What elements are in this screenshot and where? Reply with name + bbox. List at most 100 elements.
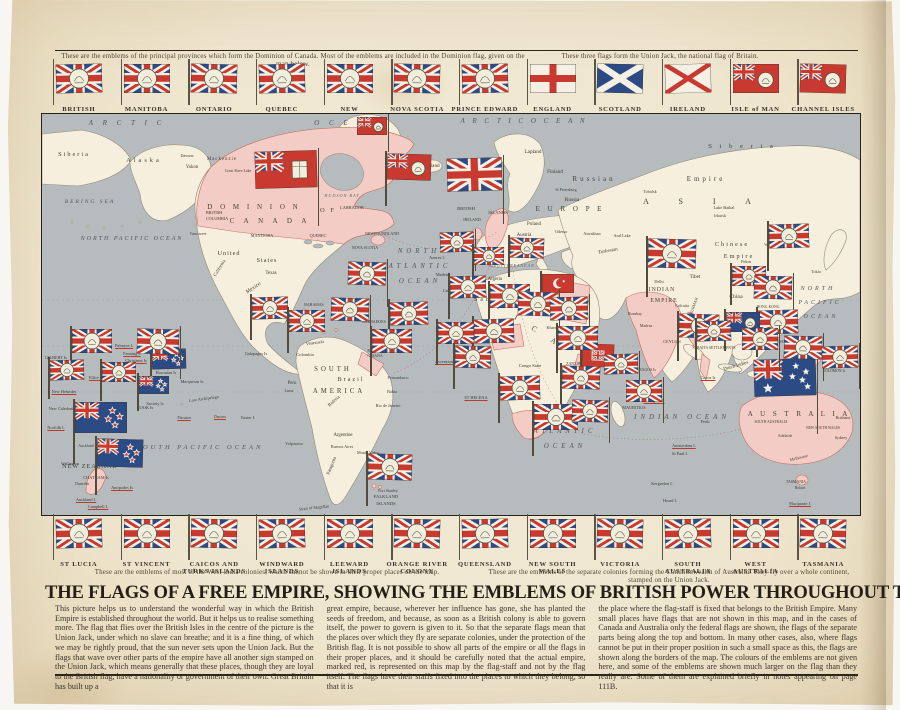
map-label: NORTH [397,248,441,255]
prince-edward-island-flag [458,59,509,105]
map-label: New Caledonia [48,406,76,411]
map-label: Khartoum [546,325,564,330]
map-label: Pekin [741,259,751,264]
map-label: ST HELENA [464,395,488,400]
flag-label: MANITOBA [124,106,169,113]
new-brunswick-flag [323,59,373,105]
bermuda-flag [347,259,388,308]
map-label: Poland [527,222,541,227]
flag-pole [526,514,529,560]
flag-label: WINDWARD ISLANDS [259,561,305,576]
flag-pole [508,235,510,277]
map-label: Tibet [689,274,701,280]
flag-pole [797,59,799,105]
flag-pole [729,59,732,105]
map-label: EMPIRE [650,298,678,304]
colony-flag [448,273,487,320]
map-label: Ellice Is [88,375,104,380]
map-label: STRAITS SETTLEMENTS [692,346,736,350]
map-label: PACIFIC [798,300,842,306]
map-label: TASMANIA [785,480,807,484]
map-label: ISLANDS [376,501,396,506]
map-label: E U R O P E [535,205,605,213]
flag-cell-st-vincent: ST VINCENT [113,514,181,568]
flag-pole [100,359,102,401]
flag-cell-south-australia: SOUTH AUSTRALIA [654,514,722,575]
map-label: Ducies [214,414,226,419]
st-vincent-flag [120,514,170,560]
map-label: Buenos Aires [330,444,354,449]
map-label: Tobolsk [643,189,657,194]
new-zealand-flag [73,399,127,465]
map-label: SOUTH [314,366,352,373]
tasmania-flag [797,514,847,560]
flag-pole [366,451,368,506]
map-label: Port Stanley [378,488,398,493]
flag-pole [120,59,123,105]
flag-cell-isle-of-man: ISLE of MAN [722,59,790,113]
flag-label: NEW SOUTH WALES [528,561,577,576]
flag-cell-st-lucia: ST LUCIA [45,514,113,568]
map-label: ATLANTIC [533,428,597,435]
flag-cell-new-south-wales: NEW SOUTH WALES [519,514,587,575]
fiji-flag [70,326,112,377]
map-label: Cocos Is [700,375,716,380]
flag-pole [150,346,152,388]
map-label: Russian [572,175,616,183]
flag-pole [387,114,389,152]
natal-flag [571,397,610,444]
top-rule [55,50,858,51]
colony-flag [753,273,794,322]
gibraltar-flag [439,229,476,271]
caption-union-jack: These three flags form the Union Jack, t… [561,52,759,60]
new-guinea-flag [783,333,824,382]
isle-of-man-flag [729,59,779,105]
map-label: Christmas Is [125,358,147,363]
flag-pole [767,221,769,272]
map-label: BERING SEA [64,199,116,205]
map-label: Empire [723,253,755,260]
mauritius-flag [626,377,664,424]
map-label: Russia [564,197,580,203]
flag-pole [370,326,372,377]
map-label: Lapland [524,149,542,155]
article-columns: This picture helps us to understand the … [55,604,857,691]
flag-pole [188,514,190,560]
map-label: Odessa [554,229,568,234]
map-label: HUDSON BAY [324,193,360,198]
victoria-flag [594,514,644,560]
map-label: Dawson [180,153,194,158]
map-label: A S I A [643,197,765,206]
flag-label: ST LUCIA [60,561,98,568]
flag-pole [287,307,289,354]
north-borneo-flag [742,325,780,372]
map-label: O C E A N [314,119,380,127]
map-label: Congo State [518,363,542,368]
red-ensign [357,114,389,152]
map-label: A R C T I C [88,119,166,127]
map-label: Monte Video [357,450,379,455]
map-label: Sydney [834,435,848,440]
new-zealand-flag [95,436,144,495]
australia-flag [753,356,818,434]
flag-cell-manitoba: MANITOBA [113,59,181,113]
england-flag [526,59,576,105]
map-label: Bombay [627,311,643,316]
flag-pole [52,514,55,560]
map-label: Rio de Janeiro [375,403,401,408]
flag-pole [580,341,582,390]
map-label: Campbell I. [87,504,109,509]
map-label: COLUMBIA [205,216,229,221]
map-label: Great Slave Lake [224,169,252,173]
map-label: AMERICA [312,388,366,395]
map-label: MAURITIUS [622,405,646,410]
map-label: OCEAN [803,314,839,320]
world-map[interactable]: A R C T I C O C E A N A R C T I C O C E A … [41,113,861,516]
map-label: Adelaide [777,433,793,438]
flag-pole [48,357,50,399]
flag-pole [661,59,664,105]
article-paragraph: the place where the flag-staff is fixed … [598,604,858,691]
map-label: C A N A D A [229,217,311,225]
map-label: CHAGOS Is [636,368,656,372]
flag-pole [453,343,455,390]
